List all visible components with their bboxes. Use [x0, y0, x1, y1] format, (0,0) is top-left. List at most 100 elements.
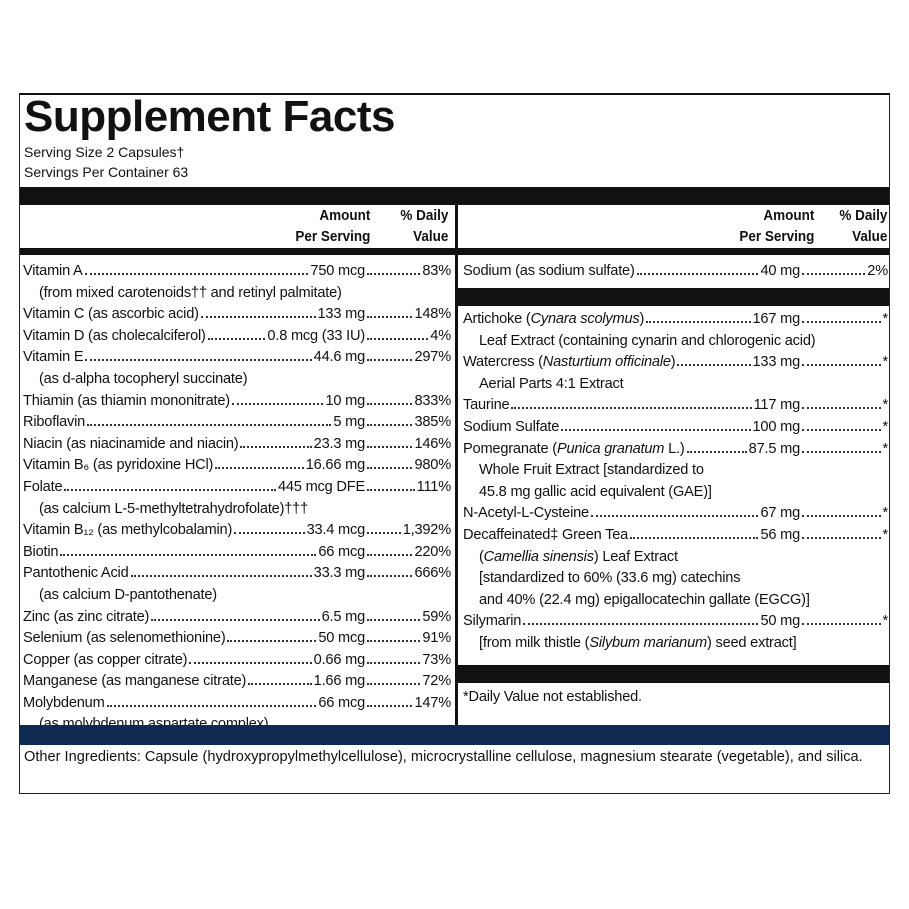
- amount: 87.5 mg: [748, 440, 801, 457]
- leader: [367, 704, 413, 707]
- leader: [802, 536, 881, 539]
- sub-line: Aerial Parts 4:1 Extract: [463, 374, 888, 396]
- sub-line: (as d-alpha tocopheryl succinate): [23, 369, 451, 391]
- daily-value: *: [882, 354, 889, 371]
- leader: [367, 273, 421, 275]
- leader: [646, 321, 751, 323]
- amount: 40 mg: [760, 263, 800, 279]
- sub-text: (Camellia sinensis) Leaf Extract: [479, 549, 678, 565]
- nutrient-name-part: Artichoke (: [463, 311, 531, 327]
- leader: [200, 316, 316, 319]
- nutrient-name: Riboflavin: [23, 414, 86, 431]
- sub-text: [standardized to 60% (33.6 mg) catechins: [479, 570, 741, 587]
- name-amount: Molybdenum 66 mcg: [23, 693, 365, 715]
- daily-value: *: [882, 440, 889, 457]
- serving-size: Serving Size 2 Capsules†: [24, 144, 185, 160]
- nutrient-name: Pantothenic Acid: [23, 565, 129, 582]
- nutrient-name: Pomegranate (Punica granatum L.): [463, 439, 685, 461]
- nutrient-name: Biotin: [23, 543, 59, 560]
- nutrient-name: Silymarin: [463, 613, 522, 630]
- nutrient-row: Artichoke (Cynara scolymus) 167 mg *: [463, 309, 888, 331]
- amount: 56 mg: [760, 526, 800, 543]
- leader: [234, 532, 305, 535]
- nutrient-name: Vitamin B₆ (as pyridoxine HCl): [23, 457, 214, 474]
- amount: 67 mg: [760, 505, 800, 522]
- daily-value: 2%: [867, 263, 888, 279]
- leader: [130, 575, 312, 578]
- leader: [207, 337, 266, 340]
- amount: 1.66 mg: [313, 673, 366, 690]
- nutrient-row: Vitamin D (as cholecalciferol) 0.8 mcg (3…: [23, 326, 451, 348]
- leader: [215, 467, 304, 470]
- daily-value: 72%: [422, 673, 451, 690]
- nutrient-row: Taurine 117 mg *: [463, 395, 888, 417]
- daily-value: 91%: [422, 630, 451, 647]
- nutrient-row: Folate 445 mcg DFE 111%: [23, 477, 451, 499]
- leader: [802, 364, 881, 367]
- amount: 117 mg: [753, 397, 801, 414]
- nutrient-name: Selenium (as selenomethionine): [23, 630, 226, 647]
- nutrient-row: Sodium (as sodium sulfate) 40 mg 2%: [463, 261, 888, 283]
- nutrient-row: Vitamin B₆ (as pyridoxine HCl) 16.66 mg 98…: [23, 455, 451, 477]
- right-top: Sodium (as sodium sulfate) 40 mg 2%: [463, 261, 888, 283]
- leader: [367, 618, 421, 621]
- sub-text: (as d-alpha tocopheryl succinate): [39, 370, 248, 387]
- leader: [367, 337, 429, 340]
- nutrient-name: Vitamin E: [23, 349, 84, 366]
- nutrient-name-part: L.): [664, 440, 685, 457]
- sub-text: Whole Fruit Extract [standardized to: [479, 462, 704, 479]
- amount-header: Amount Per Serving: [294, 207, 370, 245]
- name-amount: Thiamin (as thiamin mononitrate) 10 mg: [23, 391, 365, 413]
- amount: 445 mcg DFE: [277, 478, 365, 495]
- label-box: [19, 93, 890, 794]
- nutrient-row: Watercress (Nasturtium officinale) 133 mg…: [463, 352, 888, 374]
- name-amount: Vitamin A 750 mcg: [23, 261, 365, 283]
- amount: 133 mg: [317, 306, 366, 323]
- leader: [367, 661, 421, 664]
- footnote: *Daily Value not established.: [463, 689, 642, 705]
- sub-line: (as calcium L-5-methyltetrahydrofolate)†…: [23, 499, 451, 521]
- amount-header: Amount Per Serving: [738, 207, 814, 245]
- navy-bar: [20, 725, 889, 745]
- nutrient-name: Sodium (as sodium sulfate): [463, 263, 635, 279]
- nutrient-name-part: Nasturtium officinale: [542, 354, 671, 371]
- name-amount: Biotin 66 mcg: [23, 542, 365, 564]
- sub-line: [from milk thistle (Silybum marianum) se…: [463, 633, 888, 655]
- nutrient-name-part: Punica granatum: [556, 440, 665, 457]
- leader: [189, 661, 312, 664]
- nutrient-name: Folate: [23, 478, 63, 495]
- leader: [367, 575, 413, 578]
- nutrient-name: Thiamin (as thiamin mononitrate): [23, 392, 230, 409]
- nutrient-row: Copper (as copper citrate) 0.66 mg 73%: [23, 650, 451, 672]
- leader: [802, 321, 881, 323]
- nutrient-name: Niacin (as niacinamide and niacin): [23, 435, 239, 452]
- leader: [60, 553, 317, 556]
- leader: [802, 407, 881, 410]
- daily-value: *: [882, 526, 889, 543]
- name-amount: Watercress (Nasturtium officinale) 133 mg: [463, 352, 800, 374]
- sub-text-part: (: [479, 548, 484, 565]
- leader: [367, 359, 413, 362]
- nutrient-row: Vitamin A 750 mcg 83%: [23, 261, 451, 283]
- title: Supplement Facts: [24, 92, 395, 141]
- leader: [64, 488, 276, 491]
- nutrient-name: Artichoke (Cynara scolymus): [463, 309, 644, 331]
- name-amount: Vitamin C (as ascorbic acid) 133 mg: [23, 304, 365, 326]
- daily-value: 146%: [414, 435, 451, 452]
- amount: 133 mg: [752, 354, 801, 371]
- daily-value: 833%: [414, 392, 451, 409]
- nutrient-name-part: ): [639, 311, 645, 327]
- daily-value: 148%: [414, 306, 451, 323]
- sub-text: (as calcium D-pantothenate): [39, 586, 217, 603]
- left-column: Vitamin A 750 mcg 83% (from mixed carotenoi…: [23, 261, 451, 736]
- leader: [151, 618, 320, 621]
- header-rule: [20, 248, 455, 255]
- leader: [630, 536, 759, 539]
- sub-text: and 40% (22.4 mg) epigallocatechin galla…: [479, 591, 810, 608]
- amount: 10 mg: [325, 392, 365, 409]
- nutrient-name-part: Cynara scolymus: [530, 311, 640, 327]
- nutrient-name: Vitamin C (as ascorbic acid): [23, 306, 199, 323]
- other-ingredients: Other Ingredients: Capsule (hydroxypropy…: [24, 749, 863, 765]
- nutrient-row: Niacin (as niacinamide and niacin) 23.3 m…: [23, 434, 451, 456]
- amount: 0.8 mcg (33 IU): [267, 327, 365, 344]
